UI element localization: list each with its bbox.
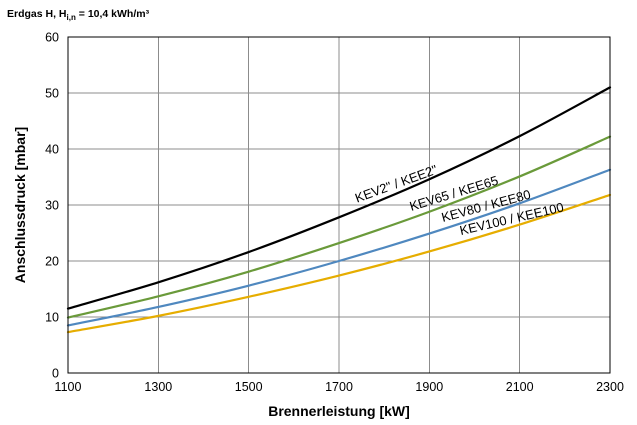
x-axis-title: Brennerleistung [kW]: [268, 403, 410, 419]
y-tick-label: 60: [45, 31, 59, 45]
header-prefix: Erdgas H, H: [7, 8, 67, 20]
y-tick-label: 10: [45, 311, 59, 325]
y-tick-label: 20: [45, 255, 59, 269]
header-suffix: = 10,4 kWh/m³: [76, 8, 150, 20]
plot-area-frame: [67, 36, 611, 374]
y-tick-label: 50: [45, 87, 59, 101]
series-lines: [66, 86, 612, 334]
x-tick-label: 2100: [506, 380, 534, 394]
y-tick-label: 30: [45, 199, 59, 213]
x-axis-ticks: 1100 1300 1500 1700 1900 2100 2300: [55, 380, 624, 394]
header-subscript: i,n: [67, 13, 76, 22]
chart-header: Erdgas H, Hi,n = 10,4 kWh/m³: [7, 8, 150, 22]
series-line: [66, 86, 612, 310]
series-line: [66, 135, 612, 319]
y-tick-label: 40: [45, 143, 59, 157]
grid-lines: [67, 36, 611, 374]
y-tick-label: 0: [52, 367, 59, 381]
x-tick-label: 2300: [596, 380, 624, 394]
series-line: [66, 193, 612, 334]
series-line: [66, 168, 612, 327]
x-tick-label: 1700: [325, 380, 353, 394]
x-tick-label: 1300: [144, 380, 172, 394]
y-axis-title: Anschlussdruck [mbar]: [12, 127, 28, 283]
x-tick-label: 1100: [55, 380, 82, 394]
y-axis-ticks: 0 10 20 30 40 50 60: [45, 31, 59, 381]
x-tick-label: 1500: [235, 380, 263, 394]
x-tick-label: 1900: [415, 380, 443, 394]
